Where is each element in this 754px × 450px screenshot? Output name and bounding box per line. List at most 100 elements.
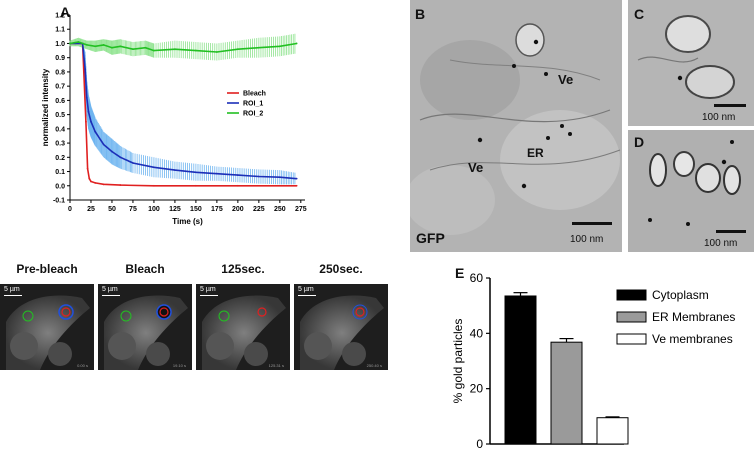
- data-point-roi_2: [194, 49, 197, 52]
- x-tick-label: 275: [295, 206, 307, 213]
- data-point-roi_1: [215, 172, 218, 175]
- scalebar-d-label: 100 nm: [704, 238, 738, 249]
- em-image-c: 100 nm: [628, 0, 754, 126]
- bar-ve-membranes: [596, 417, 629, 445]
- data-point-bleach: [295, 184, 298, 187]
- cell-image-1: [6, 295, 90, 370]
- y-tick-label: 0.6: [55, 98, 65, 105]
- y-tick-label: 0.9: [55, 55, 65, 62]
- label-ve-2: Ve: [468, 160, 484, 175]
- y-tick-label: 1.2: [55, 13, 65, 20]
- data-point-roi_2: [85, 43, 88, 46]
- tile-scalebar: [4, 295, 22, 296]
- y-tick-label: 1.1: [55, 27, 65, 34]
- y-tick-label: 0.8: [55, 69, 65, 76]
- panel-label-e: E: [455, 265, 465, 281]
- data-point-roi_2: [77, 41, 80, 43]
- data-point-roi_2: [295, 42, 298, 45]
- legend-label-roi_1: ROI_1: [243, 101, 263, 108]
- data-point-roi_1: [295, 177, 298, 180]
- data-point-roi_2: [119, 45, 122, 48]
- x-tick-label: 100: [148, 206, 160, 213]
- frap-line-chart: -0.1 0.0 0.1 0.2 0.3 0.4 0.5 0.6 0.7 0.8 0.9 1.0 1.1…: [41, 13, 307, 227]
- data-point-bleach: [236, 184, 239, 187]
- cell-image-2: [104, 295, 188, 370]
- cell-image-3: [202, 295, 286, 370]
- em-image-b: Ve Ve ER GFP 100 nm: [410, 0, 622, 252]
- data-point-roi_2: [132, 48, 134, 51]
- data-point-bleach: [153, 184, 155, 187]
- x-tick-label: 250: [274, 206, 286, 213]
- panel-label-d: D: [634, 134, 645, 150]
- data-point-roi_1: [153, 166, 155, 169]
- data-point-bleach: [86, 167, 89, 170]
- legend-swatch-cytoplasm: [616, 289, 647, 301]
- x-tick-label: 125: [169, 206, 181, 213]
- data-point-roi_2: [236, 48, 239, 51]
- cell-image-4: [300, 295, 384, 370]
- label-er: ER: [527, 146, 544, 160]
- em-texture-d: [628, 130, 754, 252]
- em-texture-c: [628, 0, 754, 126]
- data-point-roi_2: [215, 51, 218, 53]
- data-point-roi_1: [90, 120, 92, 123]
- data-point-roi_1: [278, 176, 281, 179]
- tile-scalebar: [200, 295, 218, 296]
- y-tick-label: 40: [470, 326, 484, 340]
- tile-scalebar-label: 5 µm: [4, 286, 20, 293]
- data-point-roi_1: [119, 156, 122, 159]
- data-point-roi_1: [102, 143, 105, 146]
- panel-label-a: A: [60, 4, 71, 20]
- x-tick-label: 175: [211, 206, 223, 213]
- x-axis-title: Time (s): [172, 217, 203, 226]
- tile-title-bleach: Bleach: [125, 262, 165, 276]
- y-tick-label: 0: [476, 437, 483, 450]
- data-point-bleach: [102, 183, 105, 186]
- y-tick-label: 0.5: [55, 112, 65, 119]
- tile-timestamp: 19.10 s: [172, 363, 186, 368]
- data-point-roi_1: [111, 150, 113, 153]
- data-point-roi_1: [87, 110, 90, 113]
- x-tick-label: 200: [232, 206, 244, 213]
- data-point-bleach: [194, 184, 197, 187]
- scalebar-b-label: 100 nm: [570, 234, 604, 245]
- data-point-bleach: [119, 184, 122, 186]
- tile-title-250s: 250sec.: [319, 262, 363, 276]
- y-tick-label: 60: [470, 271, 484, 285]
- data-point-roi_2: [111, 46, 113, 49]
- data-point-roi_1: [85, 96, 88, 99]
- em-image-d: 100 nm: [628, 130, 754, 252]
- legend-swatch-er-membranes: [616, 311, 647, 323]
- data-point-roi_2: [257, 46, 260, 49]
- tile-scalebar-label: 5 µm: [102, 286, 118, 293]
- data-point-roi_1: [174, 169, 176, 172]
- x-tick-label: 0: [68, 206, 72, 213]
- tile-scalebar: [102, 295, 120, 296]
- data-point-roi_2: [278, 45, 281, 48]
- data-point-roi_1: [84, 68, 87, 70]
- bar-cytoplasm: [504, 295, 537, 445]
- data-point-roi_1: [132, 162, 134, 164]
- data-point-roi_2: [144, 46, 147, 49]
- legend-label-cytoplasm: Cytoplasm: [652, 288, 709, 302]
- tile-timestamp: 125.31 s: [268, 363, 284, 368]
- legend-label-roi_2: ROI_2: [243, 111, 263, 118]
- legend-label-bleach: Bleach: [243, 91, 266, 98]
- gold-particles-bar-chart: 0 20 40 60 % gold particles Cytoplasm ER Membr…: [451, 271, 735, 450]
- legend-label-er-membranes: ER Membranes: [652, 310, 735, 324]
- data-point-roi_2: [174, 48, 176, 51]
- data-point-bleach: [90, 180, 92, 183]
- data-point-roi_1: [236, 174, 239, 176]
- y-tick-label: 0.2: [55, 155, 65, 162]
- data-point-roi_1: [194, 171, 197, 174]
- tile-title-prebleach: Pre-bleach: [16, 262, 78, 276]
- tile-title-125s: 125sec.: [221, 262, 265, 276]
- scalebar-c-label: 100 nm: [702, 112, 736, 123]
- tile-scalebar-label: 5 µm: [298, 286, 314, 293]
- panel-label-c: C: [634, 6, 645, 22]
- tile-timestamp: 250.40 s: [366, 363, 382, 368]
- panel-label-b: B: [415, 6, 426, 22]
- data-point-bleach: [94, 182, 97, 184]
- tile-scalebar: [298, 295, 316, 296]
- label-gfp: GFP: [416, 230, 445, 246]
